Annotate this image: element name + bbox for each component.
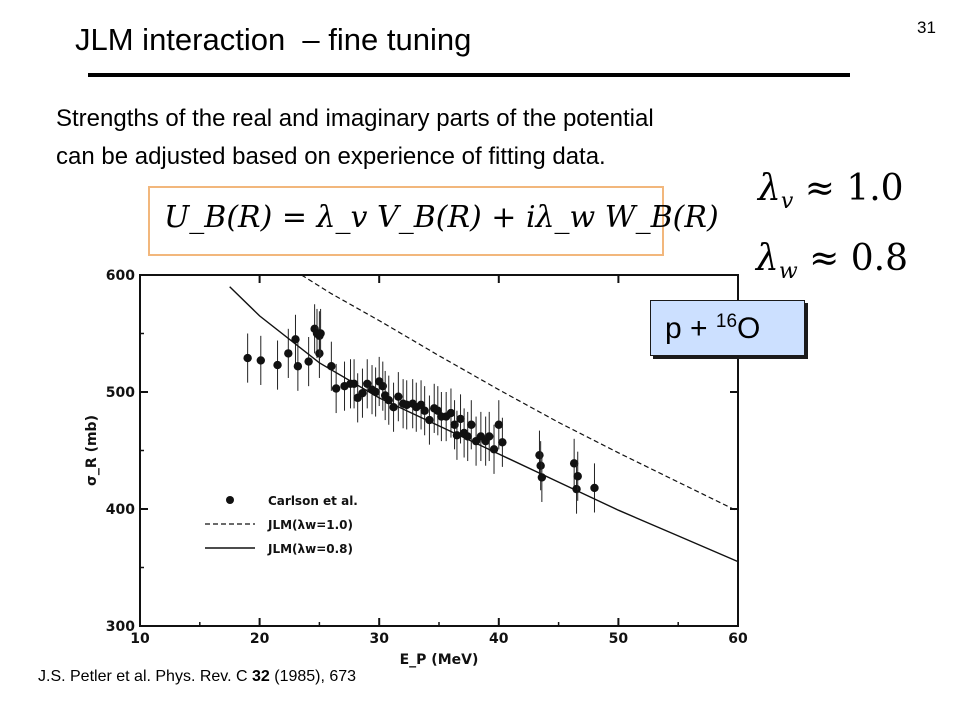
intro-text: Strengths of the real and imaginary part… [56, 100, 876, 176]
reaction-badge: p + 16O [650, 300, 805, 356]
lambda-w-symbol: λ [756, 238, 779, 279]
data-point [291, 335, 300, 344]
data-point [284, 349, 293, 358]
data-point [371, 387, 380, 397]
data-point [358, 388, 367, 398]
data-point [293, 362, 303, 371]
lambda-v-subscript: v [780, 189, 794, 215]
jlm-0.8-curve [229, 286, 738, 563]
reaction-base: p + [665, 312, 716, 345]
y-tick-label: 600 [106, 268, 135, 284]
data-point [485, 432, 494, 441]
data-point [256, 356, 265, 365]
reaction-element: O [737, 312, 761, 345]
data-point [456, 414, 465, 424]
data-point [243, 353, 252, 363]
data-point [573, 472, 582, 481]
lambda-w-subscript: w [778, 259, 798, 285]
y-tick-label: 400 [106, 502, 135, 518]
data-point [331, 384, 341, 393]
equation-box: U_B(R) = λ_v V_B(R) + iλ_w W_B(R) [148, 186, 719, 256]
citation-rest: (1985), 673 [269, 668, 357, 685]
x-tick-label: 50 [609, 631, 629, 647]
data-point [498, 438, 507, 447]
data-point [467, 420, 476, 429]
y-tick-label: 300 [106, 619, 135, 635]
potential-equation: U_B(R) = λ_v V_B(R) + iλ_w W_B(R) [164, 200, 719, 235]
legend-marker-carlson [226, 496, 234, 504]
x-tick-label: 10 [130, 631, 150, 647]
lambda-w-value: λw ≈ 0.8 [756, 238, 908, 284]
x-tick-label: 40 [489, 631, 509, 647]
citation-volume: 32 [252, 668, 270, 685]
citation: J.S. Petler et al. Phys. Rev. C 32 (1985… [38, 668, 356, 686]
data-point [535, 450, 544, 460]
x-axis-label: E_P (MeV) [400, 652, 479, 668]
lambda-v-approx: ≈ 1.0 [793, 168, 904, 209]
citation-authors: J.S. Petler et al. Phys. Rev. C [38, 668, 252, 685]
intro-line-1: Strengths of the real and imaginary part… [56, 105, 654, 132]
plot-frame [139, 274, 739, 627]
data-point [316, 329, 325, 338]
y-tick-label: 500 [106, 385, 135, 401]
data-point [363, 379, 372, 389]
intro-line-2: can be adjusted based on experience of f… [56, 143, 606, 170]
data-point [446, 408, 456, 418]
reaction-mass-number: 16 [715, 311, 738, 332]
slide-title: JLM interaction – fine tuning [75, 22, 472, 57]
legend-carlson: Carlson et al. [268, 494, 358, 508]
data-point [304, 357, 313, 366]
slide-number: 31 [917, 18, 936, 37]
data-point [536, 461, 545, 470]
jlm-1.0-curve [301, 275, 738, 512]
y-axis-label: σ_R (mb) [84, 415, 100, 486]
data-point [590, 483, 599, 493]
legend-jlm-1.0: JLM(λw=1.0) [267, 518, 353, 532]
title-underline [88, 73, 850, 77]
data-point [420, 406, 429, 415]
x-tick-label: 20 [250, 631, 270, 647]
lambda-v-symbol: λ [758, 168, 781, 209]
data-point [494, 420, 503, 429]
reaction-label: p + 16O [665, 311, 760, 346]
lambda-w-approx: ≈ 0.8 [797, 238, 908, 279]
data-point [450, 420, 459, 429]
data-point [273, 360, 282, 370]
x-tick-label: 60 [728, 631, 748, 647]
x-tick-label: 30 [369, 631, 389, 647]
legend-jlm-0.8: JLM(λw=0.8) [267, 542, 353, 556]
data-point [394, 392, 403, 401]
data-point [569, 459, 579, 468]
lambda-v-value: λv ≈ 1.0 [758, 168, 904, 214]
data-point [384, 395, 393, 405]
data-point [378, 381, 387, 391]
